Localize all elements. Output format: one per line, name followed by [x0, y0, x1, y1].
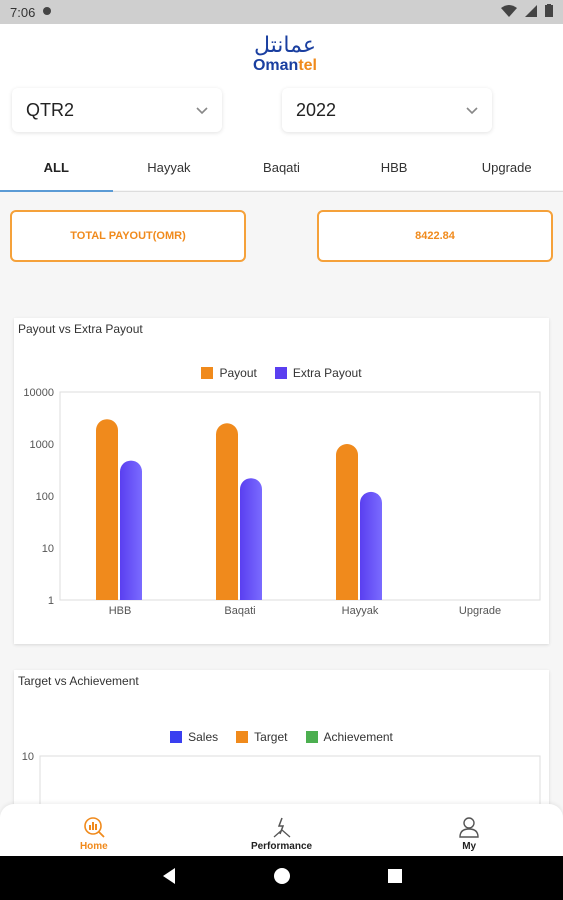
legend-label: Payout: [219, 366, 257, 380]
legend-item-payout[interactable]: Payout: [201, 366, 257, 380]
legend-label: Extra Payout: [292, 366, 362, 380]
nav-label: Home: [79, 841, 108, 852]
notification-icon: [41, 5, 53, 20]
nav-label: My: [462, 841, 477, 852]
nav-my[interactable]: My: [375, 804, 563, 856]
legend-item-target[interactable]: Target: [236, 730, 288, 744]
status-bar: 7:06: [0, 0, 563, 24]
y-tick-label: 10: [22, 751, 34, 763]
battery-icon: [545, 4, 553, 20]
system-nav-bar: [0, 856, 563, 900]
chevron-down-icon: [196, 102, 208, 118]
omantel-logo: عمانتل Omantel: [230, 34, 340, 78]
tab-all[interactable]: ALL: [0, 154, 113, 192]
tab-baqati[interactable]: Baqati: [263, 160, 300, 175]
signal-icon: [525, 4, 537, 20]
home-icon[interactable]: [273, 867, 291, 890]
recents-icon[interactable]: [387, 868, 403, 889]
legend-swatch: [201, 367, 214, 379]
legend-label: Target: [254, 730, 288, 744]
bar-payout: [216, 423, 238, 600]
legend-swatch: [305, 731, 318, 743]
legend-label: Achievement: [323, 730, 393, 744]
bar-extra-payout: [360, 491, 382, 600]
person-icon: [459, 817, 479, 838]
legend-item-extra-payout[interactable]: Extra Payout: [274, 366, 362, 380]
nav-label: Performance: [250, 841, 313, 852]
legend-item-sales[interactable]: Sales: [170, 730, 218, 744]
tab-hbb[interactable]: HBB: [380, 160, 408, 175]
x-tick-label: Upgrade: [459, 605, 501, 617]
y-tick-label: 1: [48, 595, 54, 607]
chevron-down-icon: [466, 102, 478, 118]
bar-payout: [336, 444, 358, 600]
plot-area: [59, 391, 541, 601]
status-time: 7:06: [10, 4, 36, 20]
logo-text: Omantel: [252, 57, 317, 74]
back-icon[interactable]: [161, 867, 177, 890]
category-tabs: ALL Hayyak Baqati HBB Upgrade: [0, 154, 563, 192]
y-tick-label: 1000: [30, 439, 54, 451]
legend-swatch: [274, 367, 287, 379]
wifi-icon: [501, 4, 517, 20]
x-tick-label: Hayyak: [342, 605, 379, 617]
nav-home[interactable]: Home: [0, 804, 188, 856]
legend-swatch: [170, 731, 183, 743]
tab-upgrade[interactable]: Upgrade: [481, 160, 532, 175]
header: عمانتل Omantel QTR2 2022 ALL Hayyak Baqa…: [0, 24, 563, 192]
x-tick-label: HBB: [109, 605, 132, 617]
quarter-select[interactable]: QTR2: [12, 88, 222, 132]
payout-bar-chart: 10000 1000 100 10 1 HBB Baqati Hayyak Upgrade: [23, 387, 541, 617]
bar-extra-payout: [120, 460, 142, 600]
home-chart-icon: [84, 817, 105, 838]
nav-performance[interactable]: Performance: [188, 804, 376, 856]
performance-icon: [273, 817, 290, 838]
legend-label: Sales: [188, 730, 219, 744]
logo-arabic: عمانتل: [254, 33, 316, 58]
quarter-value: QTR2: [26, 99, 75, 120]
y-tick-label: 100: [36, 491, 54, 503]
total-payout-label-card: TOTAL PAYOUT(OMR): [10, 210, 246, 262]
chart-title: Target vs Achievement: [18, 674, 139, 688]
year-select[interactable]: 2022: [282, 88, 492, 132]
y-tick-label: 10000: [23, 387, 54, 399]
legend-item-achievement[interactable]: Achievement: [305, 730, 393, 744]
bar-payout: [96, 419, 118, 600]
payout-chart-card: Payout vs Extra Payout Payout Extra Payo…: [14, 318, 549, 644]
total-payout-value-card: 8422.84: [317, 210, 553, 262]
tab-hayyak[interactable]: Hayyak: [147, 160, 191, 175]
year-value: 2022: [296, 99, 337, 120]
total-payout-label: TOTAL PAYOUT(OMR): [70, 230, 186, 242]
legend-swatch: [236, 731, 249, 743]
total-payout-value: 8422.84: [415, 230, 455, 242]
bottom-nav: Home Performance My: [0, 804, 563, 856]
chart-legend: Payout Extra Payout: [14, 366, 549, 380]
chart-title: Payout vs Extra Payout: [18, 322, 143, 336]
bar-extra-payout: [240, 478, 262, 600]
y-tick-label: 10: [42, 543, 54, 555]
x-tick-label: Baqati: [224, 605, 255, 617]
chart-legend: Sales Target Achievement: [14, 730, 549, 744]
